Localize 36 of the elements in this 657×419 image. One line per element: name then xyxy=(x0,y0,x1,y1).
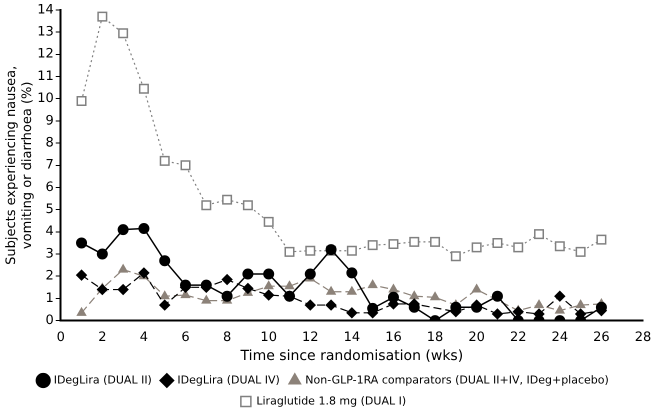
x-tick-label: 26 xyxy=(593,330,610,345)
y-tick-label: 4 xyxy=(45,224,54,240)
x-tick-label: 4 xyxy=(140,330,148,345)
x-tick-label: 10 xyxy=(260,330,277,345)
x-tick-label: 12 xyxy=(302,330,319,345)
y-tick-label: 3 xyxy=(45,246,54,262)
y-tick-label: 12 xyxy=(37,46,54,62)
y-tick-label: 1 xyxy=(45,290,54,306)
y-tick-label: 9 xyxy=(45,113,54,128)
x-tick-label: 8 xyxy=(222,330,232,345)
legend-label: Non-GLP-1RA comparators (DUAL II+IV, IDeg+placebo) xyxy=(305,373,609,386)
y-tick-label: 13 xyxy=(37,24,54,40)
y-tick-label: 6 xyxy=(45,180,54,195)
x-tick-label: 2 xyxy=(98,330,106,345)
legend-label: IDegLira (DUAL II) xyxy=(54,373,152,386)
legend-label: IDegLira (DUAL IV) xyxy=(177,373,280,386)
x-tick-label: 0 xyxy=(56,330,65,345)
y-tick-label: 5 xyxy=(45,202,54,218)
y-tick-label: 0 xyxy=(45,312,54,328)
y-axis-title: Subjects experiencing nausea, vomiting or diarrhoea (%) xyxy=(4,66,35,265)
x-tick-label: 14 xyxy=(344,330,360,345)
y-tick-label: 8 xyxy=(45,135,54,150)
y-tick-label: 2 xyxy=(45,268,54,284)
y-tick-label: 7 xyxy=(45,158,54,173)
x-tick-label: 20 xyxy=(468,330,485,345)
x-tick-label: 28 xyxy=(634,330,652,345)
y-tick-label: 14 xyxy=(37,2,54,18)
x-tick-label: 18 xyxy=(426,330,444,345)
x-tick-label: 22 xyxy=(510,330,527,345)
legend-label: Liraglutide 1.8 mg (DUAL I) xyxy=(256,394,406,408)
x-axis-title: Time since randomisation (wks) xyxy=(240,348,464,364)
y-tick-label: 10 xyxy=(37,91,54,106)
x-tick-label: 24 xyxy=(552,330,568,345)
x-tick-label: 6 xyxy=(181,330,190,345)
x-tick-label: 16 xyxy=(385,330,402,345)
y-tick-label: 11 xyxy=(37,68,54,84)
